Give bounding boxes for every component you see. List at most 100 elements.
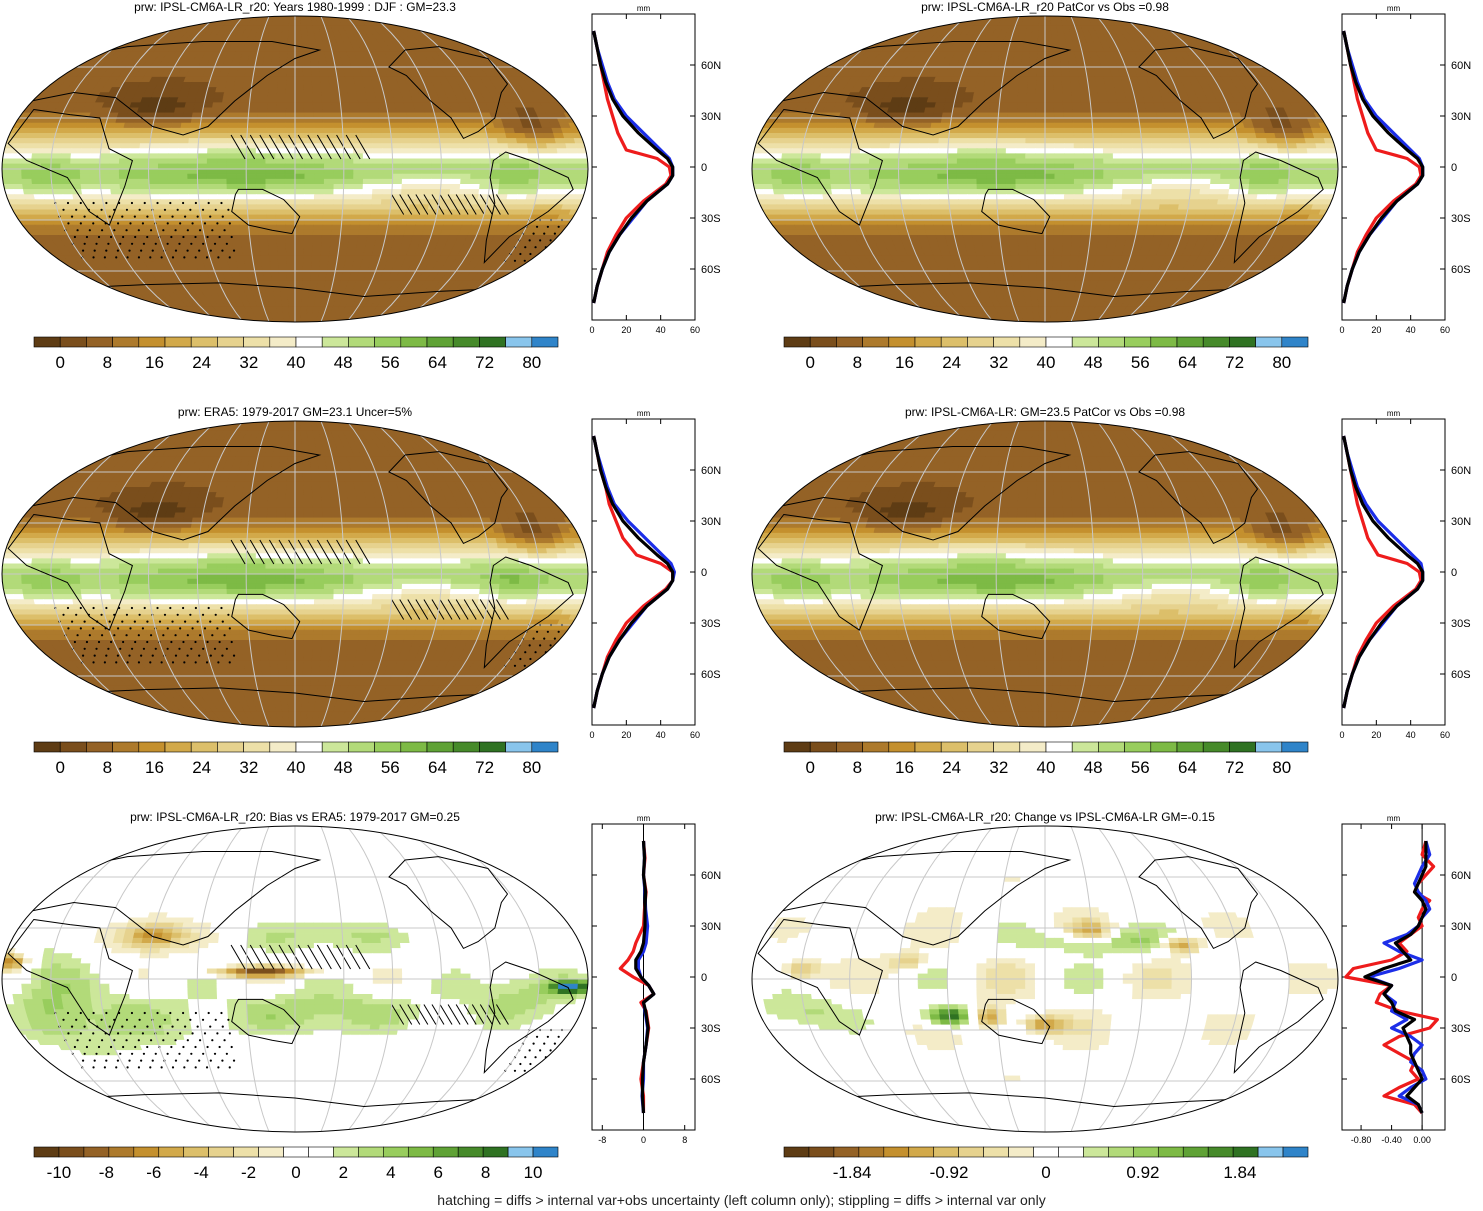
colorbar-tick-label: 72 [1225,353,1244,372]
profile-y-tick-label: 60S [701,264,721,276]
colorbar-tick-label: 24 [942,758,961,777]
colorbar-swatch [1098,336,1125,348]
map-border [1,15,589,323]
colorbar-tick-label: -0.92 [930,1163,969,1182]
profile-series-black [592,435,675,709]
colorbar-swatch [59,741,87,753]
profile-series-red [592,30,673,304]
colorbar-swatch [348,741,375,753]
profile-unit-label: mm [637,409,651,418]
colorbar-swatch [1045,741,1073,753]
colorbar: 0 8 16 24 32 40 48 56 64 72 80 [783,741,1309,777]
colorbar-swatch [1182,1146,1209,1158]
profile-y-tick-label: 30S [701,213,721,225]
map-plot [751,420,1339,728]
colorbar-swatch [531,336,559,348]
colorbar-swatch [862,741,890,753]
colorbar-tick-label: 0 [291,1163,300,1182]
panel-title: prw: IPSL-CM6A-LR_r20 PatCor vs Obs =0.9… [750,0,1340,14]
colorbar-swatch [86,741,113,753]
colorbar-swatch [269,741,297,753]
colorbar-swatch [333,1146,359,1158]
map-border [751,15,1339,323]
colorbar-swatch [1008,1146,1034,1158]
colorbar-swatch [1176,741,1204,753]
colorbar-swatch [295,336,323,348]
colorbar-tick-label: 8 [103,353,112,372]
colorbar-tick-label: 16 [145,758,164,777]
graticule [752,421,1338,727]
colorbar-tick-label: 8 [481,1163,490,1182]
profile-x-tick-label: 0.00 [1413,1135,1431,1145]
profile-x-tick-label: 40 [656,730,666,740]
profile-unit-label: mm [637,4,651,13]
colorbar-swatch [190,336,218,348]
colorbar-swatch [1058,1146,1084,1158]
profile-x-tick-label: 60 [690,325,700,335]
map-border [1,420,589,728]
profile-y-tick-label: 30N [701,921,721,933]
colorbar-swatch [321,336,349,348]
colorbar-swatch [112,336,140,348]
colorbar-swatch [833,1146,860,1158]
profile-y-tick-label: 60N [1451,870,1471,882]
colorbar-swatch [1045,336,1073,348]
colorbar-tick-label: 32 [989,758,1008,777]
colorbar-swatch [1033,1146,1059,1158]
profile-y-tick-label: 60S [701,669,721,681]
map-plot [751,15,1339,323]
panel-4: prw: IPSL-CM6A-LR: GM=23.5 PatCor vs Obs… [750,405,1483,805]
colorbar-swatch [164,741,192,753]
profile-series-black [634,840,656,1114]
colorbar-swatch [133,1146,160,1158]
colorbar-swatch [809,741,837,753]
colorbar-swatch [374,741,402,753]
colorbar-tick-label: 6 [433,1163,442,1182]
profile-x-tick-label: 8 [682,1135,687,1145]
colorbar-swatch [452,741,480,753]
colorbar-tick-label: 64 [428,758,447,777]
colorbar-swatch [993,741,1021,753]
profile-y-tick-label: 0 [701,567,707,579]
panel-2: prw: IPSL-CM6A-LR_r20 PatCor vs Obs =0.9… [750,0,1483,400]
colorbar-swatch [258,1146,284,1158]
profile-x-tick-label: 60 [690,730,700,740]
colorbar-tick-label: 2 [339,1163,348,1182]
graticule [752,826,1338,1132]
map-border [1,825,589,1133]
profile-y-tick-label: 60S [1451,264,1471,276]
colorbar-swatch [426,741,454,753]
zonal-mean-profile: mm -8 0 8 60N 30N 0 30S 60S [591,814,721,1145]
zonal-mean-profile: mm 0 20 40 60 60N 30N 0 30S 60S [1339,4,1471,335]
panel-title: prw: IPSL-CM6A-LR_r20: Change vs IPSL-CM… [750,810,1340,824]
colorbar-swatch [1255,336,1283,348]
colorbar-swatch [164,336,192,348]
profile-y-tick-label: 60S [1451,669,1471,681]
colorbar-swatch [1071,336,1099,348]
profile-frame [1341,418,1446,726]
profile-frame [591,418,696,726]
profile-x-tick-label: 20 [621,325,631,335]
profile-y-tick-label: 60N [701,60,721,72]
colorbar-swatch [59,336,87,348]
profile-y-tick-label: 60S [1451,1074,1471,1086]
colorbar-tick-label: 80 [1272,353,1291,372]
colorbar-tick-label: 0 [805,353,814,372]
colorbar-tick-label: -1.84 [833,1163,872,1182]
graticule [2,421,588,727]
colorbar-swatch [400,336,428,348]
colorbar-tick-label: 8 [853,758,862,777]
colorbar-swatch [933,1146,959,1158]
profile-frame [591,13,696,321]
colorbar: 0 8 16 24 32 40 48 56 64 72 80 [783,336,1309,372]
colorbar-swatch [1282,1146,1309,1158]
map-border [751,825,1339,1133]
colorbar-tick-label: 0 [55,353,64,372]
panel-title: prw: IPSL-CM6A-LR_r20: Bias vs ERA5: 197… [0,810,590,824]
colorbar-swatch [308,1146,334,1158]
colorbar-swatch [783,741,811,753]
colorbar-swatch [1229,336,1256,348]
colorbar-swatch [457,1146,484,1158]
profile-y-tick-label: 0 [1451,162,1457,174]
colorbar-tick-label: -8 [99,1163,114,1182]
